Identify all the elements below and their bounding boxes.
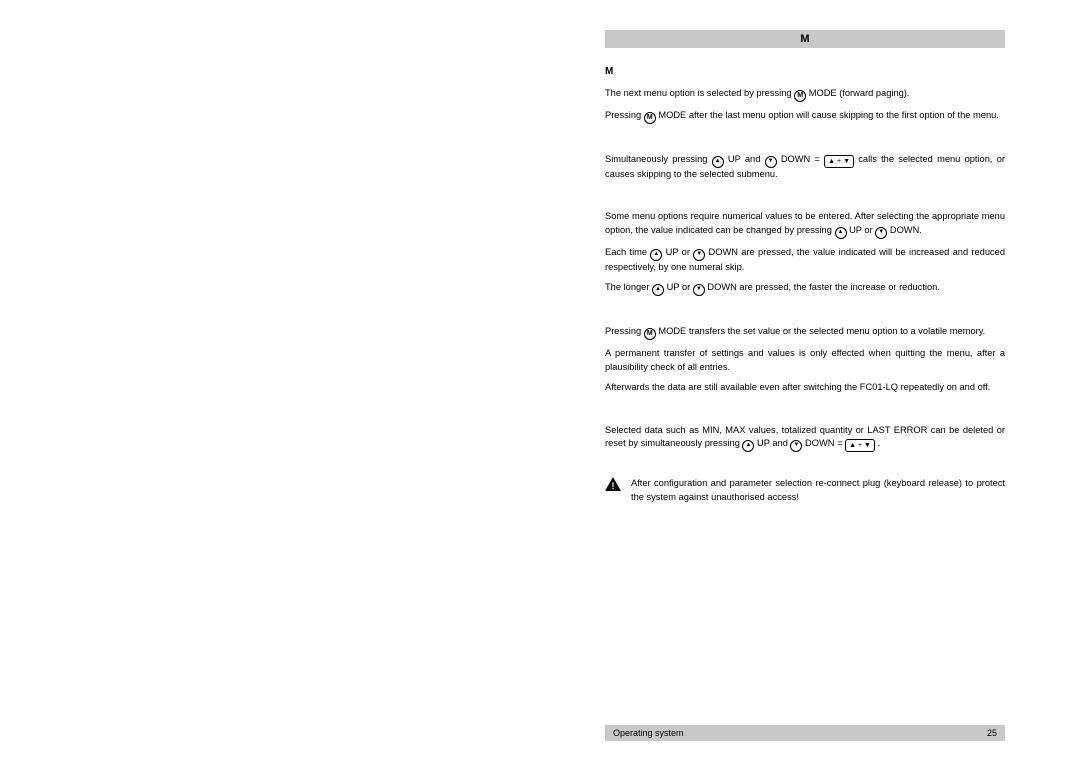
spacer bbox=[605, 188, 1005, 210]
p6-text-b: UP or bbox=[664, 282, 693, 292]
p4-text-c: DOWN. bbox=[887, 225, 922, 235]
mode-icon: M bbox=[644, 112, 656, 124]
paragraph-8: A permanent transfer of settings and val… bbox=[605, 347, 1005, 374]
paragraph-3: Simultaneously pressing UP and DOWN = ▲ … bbox=[605, 153, 1005, 181]
paragraph-6: The longer UP or DOWN are pressed, the f… bbox=[605, 281, 1005, 296]
up-plus-down-icon: ▲ + ▼ bbox=[824, 155, 854, 168]
up-icon bbox=[650, 249, 662, 261]
paragraph-1: The next menu option is selected by pres… bbox=[605, 87, 1005, 102]
down-icon bbox=[790, 440, 802, 452]
p4-text-a: Some menu options require numerical valu… bbox=[605, 211, 1005, 234]
page-footer-bar: Operating system 25 bbox=[605, 725, 1005, 741]
warning-icon: ! bbox=[605, 477, 621, 491]
paragraph-4: Some menu options require numerical valu… bbox=[605, 210, 1005, 238]
p2-text-b: MODE after the last menu option will cau… bbox=[656, 110, 999, 120]
manual-page: M M The next menu option is selected by … bbox=[0, 0, 1080, 763]
content-column: M M The next menu option is selected by … bbox=[605, 30, 1005, 504]
mode-icon: M bbox=[644, 328, 656, 340]
p1-text-a: The next menu option is selected by pres… bbox=[605, 88, 794, 98]
p10-text-b: UP and bbox=[754, 438, 790, 448]
paragraph-10: Selected data such as MIN, MAX values, t… bbox=[605, 424, 1005, 452]
svg-text:!: ! bbox=[612, 481, 615, 491]
paragraph-2: Pressing M MODE after the last menu opti… bbox=[605, 109, 1005, 124]
paragraph-9: Afterwards the data are still available … bbox=[605, 381, 1005, 394]
spacer bbox=[605, 303, 1005, 325]
p1-text-b: MODE (forward paging). bbox=[806, 88, 909, 98]
p3-text-b: UP and bbox=[724, 154, 765, 164]
section-label: M bbox=[605, 66, 1005, 77]
header-title: M bbox=[800, 33, 809, 45]
p10-text-c: DOWN = bbox=[802, 438, 845, 448]
down-icon bbox=[765, 156, 777, 168]
mode-icon: M bbox=[794, 90, 806, 102]
paragraph-5: Each time UP or DOWN are pressed, the va… bbox=[605, 246, 1005, 274]
p4-text-b: UP or bbox=[847, 225, 876, 235]
p5-text-a: Each time bbox=[605, 247, 650, 257]
p10-text-d: . bbox=[875, 438, 880, 448]
up-plus-down-icon: ▲ + ▼ bbox=[845, 439, 875, 452]
p5-text-b: UP or bbox=[662, 247, 693, 257]
up-icon bbox=[652, 284, 664, 296]
footer-page-number: 25 bbox=[987, 725, 997, 741]
up-icon bbox=[712, 156, 724, 168]
p6-text-a: The longer bbox=[605, 282, 652, 292]
down-icon bbox=[875, 227, 887, 239]
page-header-bar: M bbox=[605, 30, 1005, 48]
warning-text: After configuration and parameter select… bbox=[631, 477, 1005, 504]
p2-text-a: Pressing bbox=[605, 110, 644, 120]
p3-text-a: Simultaneously pressing bbox=[605, 154, 712, 164]
down-icon bbox=[693, 284, 705, 296]
spacer bbox=[605, 459, 1005, 473]
footer-section-name: Operating system bbox=[613, 725, 684, 741]
spacer bbox=[605, 131, 1005, 153]
up-icon bbox=[835, 227, 847, 239]
paragraph-7: Pressing M MODE transfers the set value … bbox=[605, 325, 1005, 340]
warning-block: ! After configuration and parameter sele… bbox=[605, 477, 1005, 504]
p3-text-c: DOWN = bbox=[777, 154, 825, 164]
up-icon bbox=[742, 440, 754, 452]
down-icon bbox=[693, 249, 705, 261]
p7-text-b: MODE transfers the set value or the sele… bbox=[656, 326, 986, 336]
spacer bbox=[605, 402, 1005, 424]
p7-text-a: Pressing bbox=[605, 326, 644, 336]
p6-text-c: DOWN are pressed, the faster the increas… bbox=[705, 282, 940, 292]
